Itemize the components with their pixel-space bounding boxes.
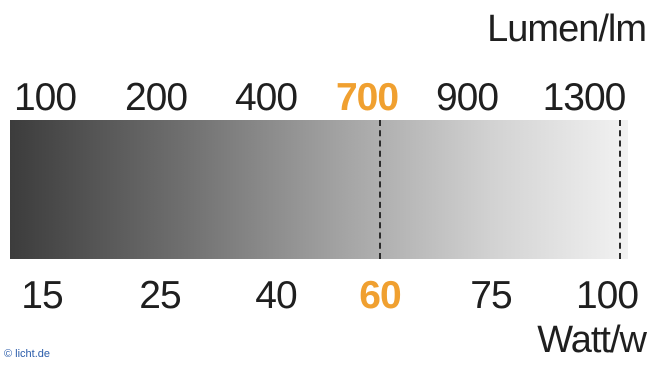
lumen-tick-100: 100 [13, 76, 77, 119]
lumen-tick-1300: 1300 [542, 76, 627, 119]
watt-tick-40: 40 [255, 274, 297, 317]
lumen-tick-900: 900 [435, 76, 499, 119]
brightness-gradient-bar [10, 120, 628, 259]
lumen-scale: 100 200 400 700 900 1300 [0, 78, 658, 122]
watt-scale: 15 25 40 60 75 100 [0, 276, 658, 320]
lumen-tick-400: 400 [234, 76, 298, 119]
lumen-tick-700: 700 [335, 76, 399, 119]
lumen-tick-200: 200 [124, 76, 188, 119]
watt-tick-60: 60 [359, 274, 401, 317]
divider-700-lm [379, 120, 381, 259]
lumen-unit-label: Lumen/lm [487, 8, 647, 50]
watt-tick-15: 15 [21, 274, 63, 317]
watt-tick-75: 75 [470, 274, 512, 317]
watt-tick-25: 25 [139, 274, 181, 317]
divider-1300-lm [619, 120, 621, 259]
watt-tick-100: 100 [575, 274, 639, 317]
copyright-notice: © licht.de [4, 348, 51, 360]
watt-unit-label: Watt/w [537, 319, 647, 361]
